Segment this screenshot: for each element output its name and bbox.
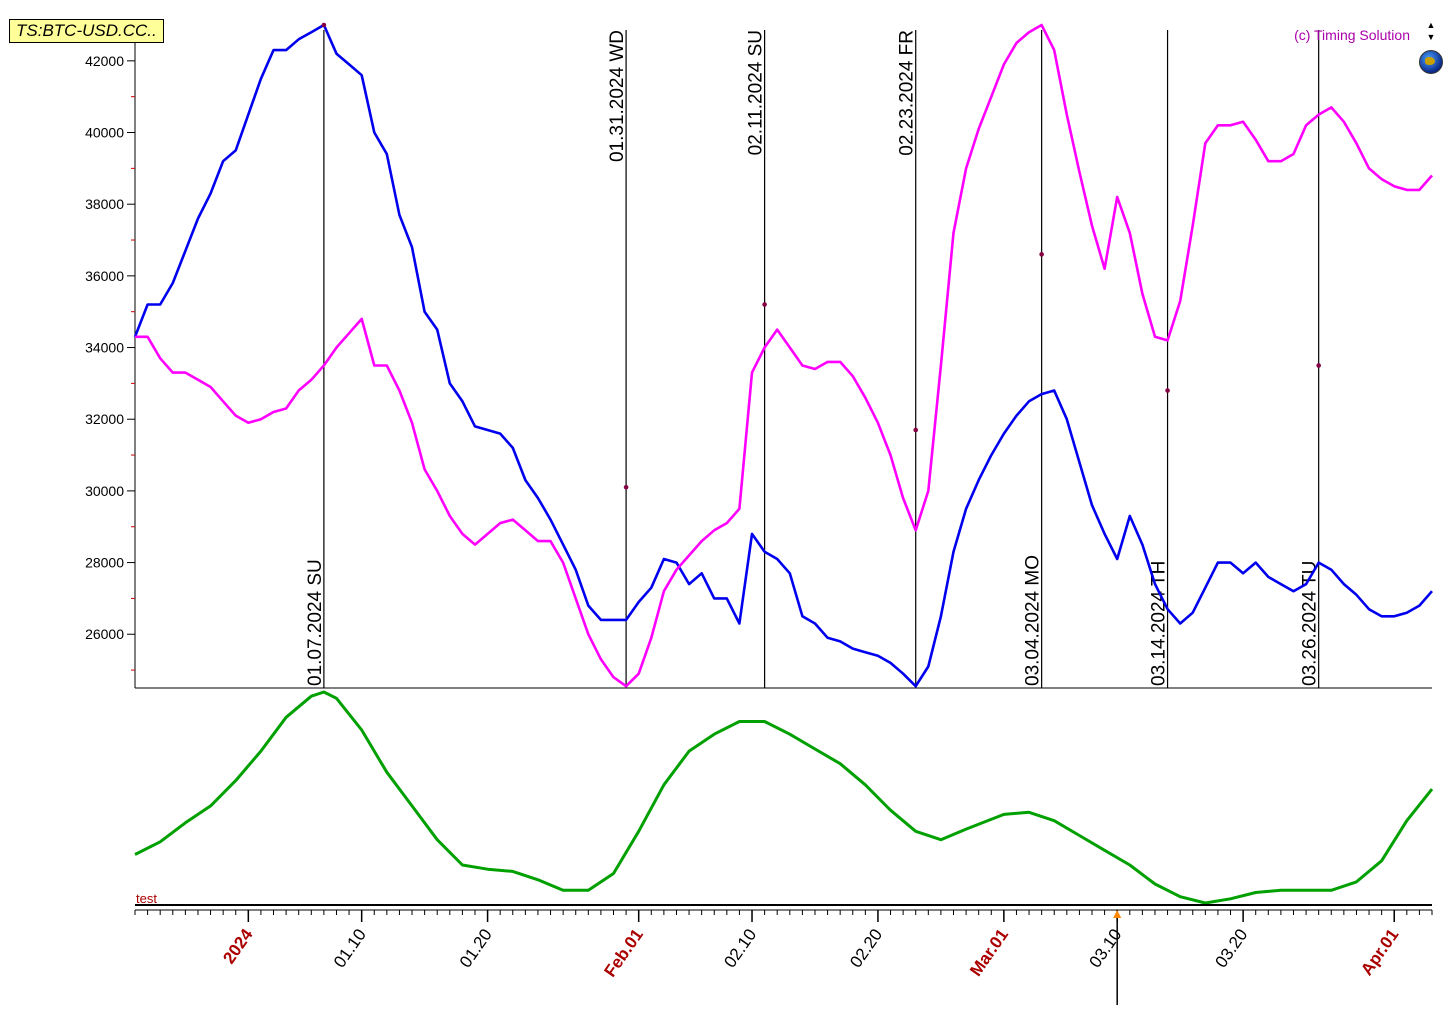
scroll-up-icon[interactable]: ▲ — [1426, 20, 1436, 30]
date-tick-label: 02.10 — [720, 925, 760, 971]
symbol-label[interactable]: TS:BTC-USD.CC.. — [9, 19, 164, 43]
date-tick-label: 2024 — [219, 925, 257, 967]
vertical-marker-label: 02.11.2024 SU — [746, 30, 767, 155]
price-tick-label: 36000 — [85, 268, 124, 284]
marker-dot — [762, 302, 767, 307]
copyright-text: (c) Timing Solution — [1294, 27, 1410, 43]
scroll-down-icon[interactable]: ▼ — [1426, 32, 1436, 42]
scroll-buttons: ▲ ▼ — [1421, 19, 1441, 45]
date-axis: 2024 01.10 01.20 Feb.01 02.10 02.20 Mar.01 03.1… — [134, 909, 1433, 1005]
marker-dot — [623, 485, 629, 490]
price-axis: 26000 28000 30000 32000 34000 36000 38000 40000… — [85, 25, 1432, 689]
date-tick-label: Apr.01 — [1357, 925, 1402, 978]
oscillator-pane — [134, 690, 1434, 906]
price-series — [133, 22, 1433, 688]
date-tick-label: 02.20 — [846, 925, 886, 971]
vertical-marker-label: 01.07.2024 SU — [305, 559, 326, 686]
oscillator-line — [134, 690, 1434, 905]
date-tick-label: 03.10 — [1086, 925, 1126, 971]
price-tick-label: 38000 — [85, 196, 124, 212]
date-tick-label: 01.10 — [330, 925, 370, 971]
marker-dot — [1165, 388, 1170, 393]
vertical-marker-label: 01.31.2024 WD — [607, 30, 628, 162]
price-tick-label: 34000 — [85, 340, 124, 356]
date-tick-label: Mar.01 — [966, 925, 1012, 979]
date-tick-label: 01.20 — [456, 925, 496, 971]
vertical-marker-label: 03.26.2024 TU — [1300, 561, 1321, 686]
price-tick-label: 28000 — [85, 555, 124, 571]
vertical-marker-label: 03.04.2024 MO — [1023, 555, 1044, 686]
time-cursor-arrow — [1113, 910, 1122, 918]
price-tick-label: 32000 — [85, 411, 124, 427]
marker-dot — [1316, 363, 1321, 368]
price-tick-label: 42000 — [85, 53, 124, 69]
price-tick-label: 40000 — [85, 125, 124, 141]
vertical-markers: 01.07.2024 SU 01.31.2024 WD 02.11.2024 SU 0… — [305, 30, 1321, 688]
vertical-marker-label: 03.14.2024 TH — [1149, 561, 1170, 686]
date-tick-label: Feb.01 — [601, 925, 647, 980]
date-tick-label: 03.20 — [1211, 925, 1251, 971]
vertical-marker-label: 02.23.2024 FR — [897, 30, 918, 156]
marker-dot — [1039, 252, 1044, 257]
marker-dot — [913, 427, 919, 433]
projection-line — [135, 23, 1433, 688]
marker-dot — [321, 22, 327, 28]
price-line — [133, 23, 1433, 688]
price-tick-label: 30000 — [85, 483, 124, 499]
globe-icon[interactable] — [1419, 50, 1443, 74]
price-tick-label: 26000 — [85, 626, 124, 642]
oscillator-pane-label: test — [136, 891, 157, 906]
